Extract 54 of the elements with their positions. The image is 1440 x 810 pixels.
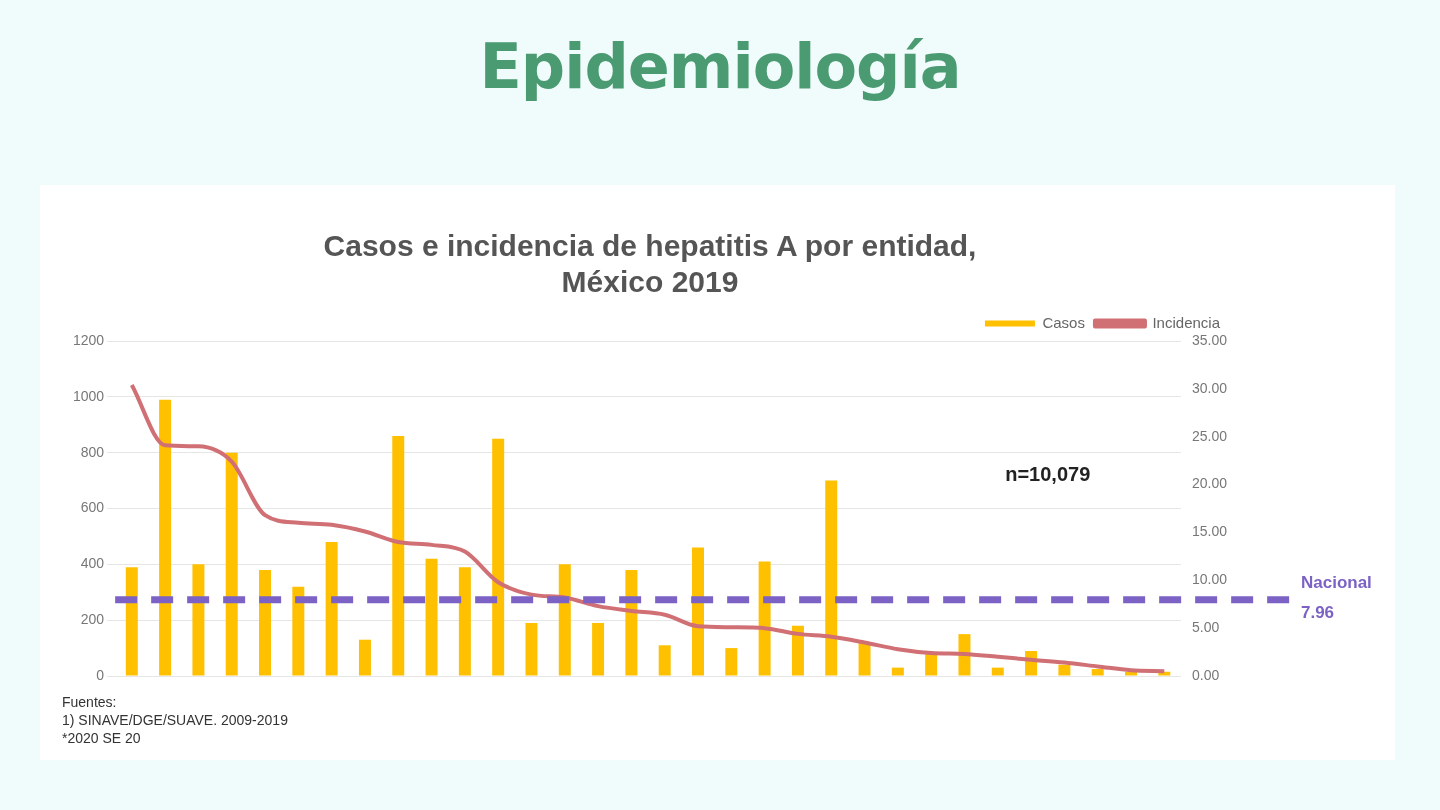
- bar: [1058, 664, 1071, 676]
- chart-subtitle: Casos e incidencia de hepatitis A por entidad, México 2019: [323, 229, 977, 299]
- bar: [692, 547, 705, 676]
- y2-tick-label: 30.00: [1191, 379, 1228, 396]
- bar: [259, 569, 272, 676]
- y2-tick-label: 20.00: [1191, 475, 1228, 492]
- y2-tick-label: 25.00: [1191, 427, 1228, 444]
- y-tick-label: 0: [96, 666, 105, 683]
- bar: [225, 452, 238, 676]
- y2-tick-label: 35.00: [1191, 331, 1228, 348]
- bar: [858, 642, 871, 676]
- y2-tick-label: 15.00: [1191, 523, 1228, 540]
- annotation: n=10,079: [1005, 462, 1091, 485]
- text: *2020 SE 20: [62, 729, 142, 747]
- y-tick-label: 1200: [72, 331, 105, 348]
- y2-tick-label: 0.00: [1191, 666, 1220, 683]
- bar: [658, 645, 671, 676]
- legend-label: Incidencia: [1152, 313, 1221, 331]
- bar: [1125, 671, 1137, 676]
- bar: [958, 634, 971, 676]
- bar: [825, 480, 838, 676]
- bar: [292, 586, 305, 676]
- y-tick-label: 600: [80, 499, 105, 516]
- bar: [1091, 669, 1104, 676]
- bar: [325, 542, 338, 676]
- bar: [425, 558, 438, 676]
- bar: [592, 622, 605, 676]
- y-tick-label: 200: [80, 611, 105, 628]
- bar: [392, 435, 405, 676]
- source-note: Fuentes:: [62, 693, 118, 711]
- bar: [991, 667, 1004, 676]
- y2-tick-label: 10.00: [1191, 571, 1228, 588]
- bar: [791, 625, 804, 676]
- bar: [125, 567, 138, 676]
- line-series: [129, 383, 1167, 674]
- ref-line-label: Nacional 7.96: [1300, 573, 1372, 623]
- bar: [558, 564, 571, 676]
- bar: [458, 567, 471, 676]
- y-tick-label: 400: [80, 555, 105, 572]
- bar: [159, 399, 172, 676]
- bar: [925, 653, 938, 676]
- y-tick-label: 1000: [72, 387, 105, 404]
- text: 1) SINAVE/DGE/SUAVE. 2009-2019: [62, 711, 288, 729]
- chart-title: Epidemiología: [478, 30, 962, 103]
- y-tick-label: 800: [80, 443, 105, 460]
- bar: [525, 622, 538, 676]
- bar: [725, 648, 738, 676]
- legend-label: Casos: [1042, 313, 1085, 331]
- bar: [358, 639, 371, 676]
- bar: [492, 438, 505, 676]
- bar: [192, 564, 205, 676]
- y2-tick-label: 5.00: [1191, 619, 1220, 635]
- bar: [758, 561, 771, 676]
- bar: [891, 667, 904, 676]
